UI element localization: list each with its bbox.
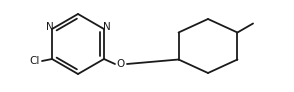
Text: N: N (46, 22, 54, 31)
Text: Cl: Cl (30, 56, 40, 66)
Text: N: N (103, 22, 110, 31)
Text: O: O (117, 59, 125, 69)
